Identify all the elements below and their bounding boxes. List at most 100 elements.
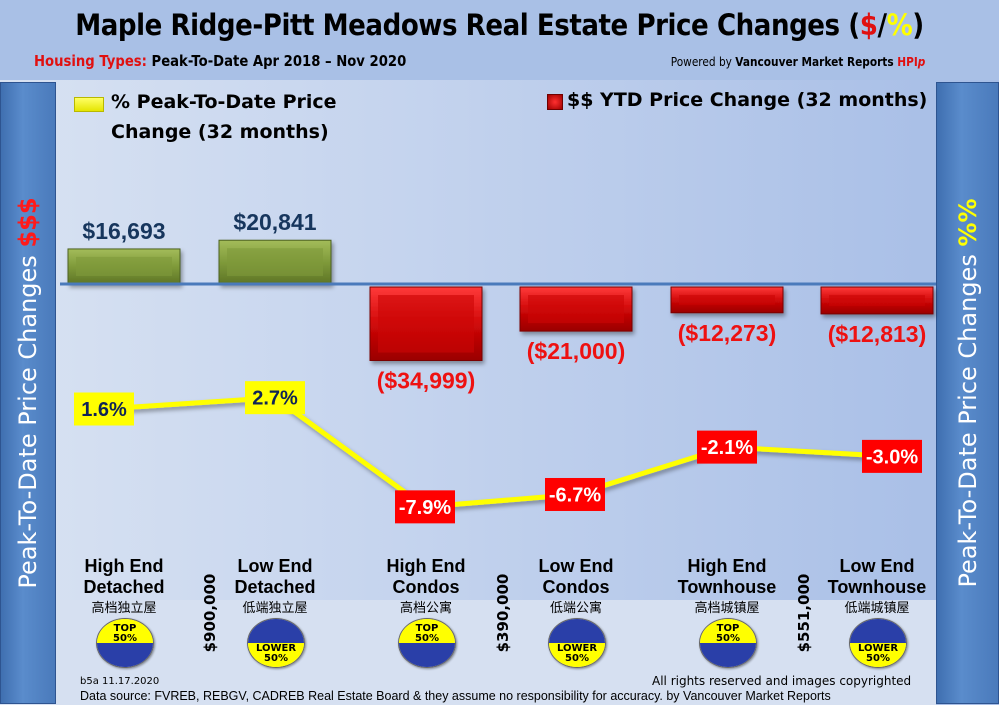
chart-title: Maple Ridge-Pitt Meadows Real Estate Pri… (50, 8, 949, 42)
powered-brand: Vancouver Market Reports (734, 55, 897, 69)
lower-50-badge-icon: LOWER 50% (548, 618, 606, 668)
category-chinese: 低端城镇屋 (844, 601, 910, 616)
category-line1: High End (84, 556, 164, 576)
legend-swatch-yellow-icon (74, 97, 104, 112)
title-close-paren: ) (912, 8, 924, 42)
category-chinese: 低端独立屋 (242, 601, 308, 616)
badge-text-1: TOP (113, 623, 137, 634)
bar-bevel-4 (528, 295, 624, 324)
pct-label-box (545, 477, 605, 511)
powered-by: Powered by Vancouver Market Reports HPIp (670, 55, 925, 69)
category-line2: Condos (542, 577, 610, 597)
badge-text-1: LOWER (857, 643, 899, 654)
footer-rights: All rights reserved and images copyright… (652, 674, 912, 688)
category-line2: Detached (234, 577, 316, 597)
price-threshold-label: $900,000 (201, 573, 219, 653)
right-axis-panel: Peak-To-Date Price Changes %% (936, 82, 999, 704)
badge-bottom-half (97, 643, 153, 667)
category-label: High End Townhouse 高档城镇屋 (662, 556, 792, 619)
footer-source: Data source: FVREB, REBGV, CADREB Real E… (80, 689, 831, 703)
pct-value-label: 2.7% (252, 388, 298, 410)
badge-text-2: 50% (866, 653, 890, 664)
badge-bottom-half (248, 643, 304, 667)
badge-bottom-half (399, 643, 455, 667)
badge-top-half (700, 619, 756, 643)
bar-value-label: $20,841 (233, 209, 316, 235)
badge-text-2: 50% (415, 633, 439, 644)
category-label: High End Condos 高档公寓 (361, 556, 491, 619)
legend-dollar: $$ YTD Price Change (32 months) (567, 89, 928, 111)
lower-50-badge-icon: LOWER 50% (849, 618, 907, 668)
badge-text-1: TOP (716, 623, 740, 634)
top-50-badge-icon: TOP 50% (699, 618, 757, 668)
title-percent-symbol: % (886, 8, 913, 42)
pct-value-label: -7.9% (399, 497, 451, 519)
left-axis-panel: Peak-To-Date Price Changes $$$ (0, 82, 56, 704)
chart-subtitle: Housing Types: Peak-To-Date Apr 2018 – N… (34, 52, 406, 70)
title-dollar-symbol: $ (859, 8, 878, 42)
badge-bottom-half (850, 643, 906, 667)
badge-top-half (399, 619, 455, 643)
bar-value-label: ($34,999) (377, 367, 475, 393)
category-line2: Townhouse (677, 577, 777, 597)
bar-bevel-1 (76, 256, 172, 276)
footer-code: b5a 11.17.2020 (80, 676, 160, 687)
category-chinese: 高档独立屋 (91, 601, 157, 616)
chart-svg: $16,693 $20,841 ($34,999) ($21,000) ($12,273… (60, 209, 936, 524)
badge-top-half (97, 619, 153, 643)
top-50-badge-icon: TOP 50% (398, 618, 456, 668)
pct-value-label: -6.7% (549, 484, 601, 506)
pct-label-box (74, 392, 134, 426)
category-line1: Low End (237, 556, 313, 576)
category-label: Low End Detached 低端独立屋 (210, 556, 340, 619)
bar-value-label: ($12,813) (828, 321, 926, 347)
legend-pct-line2: Change (32 months) (111, 121, 329, 143)
bar-bevel-3 (378, 295, 474, 353)
badge-top-half (248, 619, 304, 643)
bar-value-label: ($21,000) (527, 338, 625, 364)
category-line1: Low End (839, 556, 915, 576)
category-chinese: 高档城镇屋 (694, 601, 760, 616)
header: Maple Ridge-Pitt Meadows Real Estate Pri… (0, 0, 999, 80)
bar-bevel-2 (227, 248, 323, 276)
price-threshold-label: $551,000 (795, 573, 813, 653)
badge-top-half (850, 619, 906, 643)
category-label: High End Detached 高档独立屋 (59, 556, 189, 619)
subtitle-text: Peak-To-Date Apr 2018 – Nov 2020 (146, 52, 407, 70)
powered-hpi: HPI (896, 55, 918, 69)
bar-value-label: ($12,273) (678, 320, 776, 346)
pct-label-box (862, 439, 922, 473)
badge-bottom-half (700, 643, 756, 667)
category-line1: High End (386, 556, 466, 576)
price-threshold-label: $390,000 (494, 573, 512, 653)
powered-prefix: Powered by (670, 55, 735, 69)
badge-text-1: TOP (415, 623, 439, 634)
badge-top-half (549, 619, 605, 643)
category-label: Low End Townhouse 低端城镇屋 (812, 556, 942, 619)
category-label: Low End Condos 低端公寓 (511, 556, 641, 619)
pct-value-label: -2.1% (701, 437, 753, 459)
category-line1: Low End (538, 556, 614, 576)
powered-hpi-p: p (917, 55, 925, 69)
category-line2: Townhouse (827, 577, 927, 597)
badge-text-2: 50% (716, 633, 740, 644)
bar-bevel-6 (829, 295, 925, 306)
lower-50-badge-icon: LOWER 50% (247, 618, 305, 668)
category-band (57, 600, 936, 705)
category-line2: Detached (83, 577, 165, 597)
pct-value-label: -3.0% (866, 446, 918, 468)
pct-line (103, 395, 893, 510)
badge-text-2: 50% (264, 653, 288, 664)
category-chinese: 高档公寓 (399, 601, 452, 616)
legend-pct-line1: % Peak-To-Date Price (111, 91, 337, 113)
badge-text-1: LOWER (255, 643, 297, 654)
title-main: Maple Ridge-Pitt Meadows Real Estate Pri… (75, 8, 860, 42)
badge-bottom-half (549, 643, 605, 667)
top-50-badge-icon: TOP 50% (96, 618, 154, 668)
pct-label-box (697, 430, 757, 464)
category-line1: High End (687, 556, 767, 576)
bar-value-label: $16,693 (82, 218, 165, 244)
subtitle-label: Housing Types: (34, 52, 147, 70)
bar-bevel-5 (679, 295, 775, 305)
